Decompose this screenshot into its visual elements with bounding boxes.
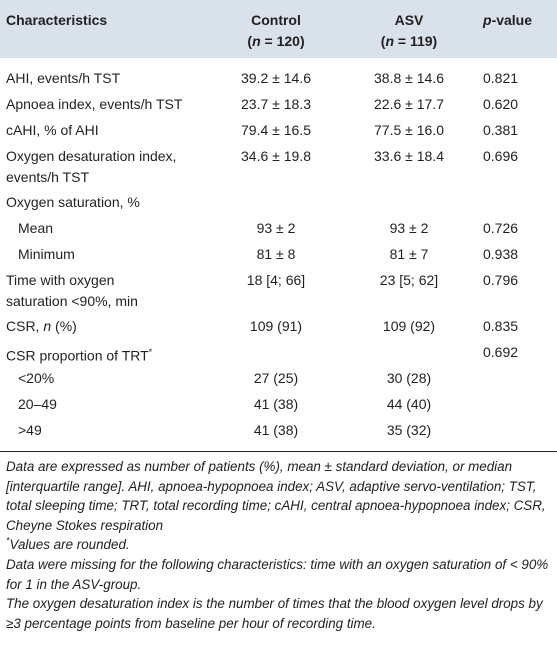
row-label: Time with oxygen saturation <90%, min [6,272,138,309]
cell-asv: 35 (32) [339,420,479,452]
table-row: AHI, events/h TST 39.2 ± 14.6 38.8 ± 14.… [0,58,557,94]
table-row: CSR, n (%) 109 (91) 109 (92) 0.835 [0,316,557,342]
cell-pvalue: 0.692 [483,344,519,360]
row-label: Oxygen saturation, % [6,194,140,210]
row-label: <20% [18,370,55,386]
table-row: 20–49 41 (38) 44 (40) [0,394,557,420]
cell-control: 27 (25) [253,370,299,386]
cell-asv: 38.8 ± 14.6 [374,70,444,86]
cell-pvalue [479,420,557,452]
cell-asv: 93 ± 2 [389,220,429,236]
footnote-mark: * [148,347,153,357]
cell-pvalue: 0.620 [483,96,519,112]
row-label: cAHI, % of AHI [6,122,99,138]
header-characteristics: Characteristics [6,12,108,28]
cell-asv [339,342,479,368]
cell-control: 41 (38) [253,396,299,412]
cell-asv: 23 [5; 62] [379,272,439,288]
table-row: Apnoea index, events/h TST 23.7 ± 18.3 2… [0,94,557,120]
row-label: Apnoea index, events/h TST [6,96,183,112]
cell-pvalue: 0.726 [483,220,519,236]
cell-control: 93 ± 2 [256,220,296,236]
header-asv: ASV (n = 119) [339,0,479,58]
cell-control: 34.6 ± 19.8 [241,148,311,164]
footnote-odi: The oxygen desaturation index is the num… [6,596,543,631]
cell-asv: 81 ± 7 [389,246,429,262]
table-row: Mean 93 ± 2 93 ± 2 0.726 [0,218,557,244]
table-row: >49 41 (38) 35 (32) [0,420,557,452]
cell-control: 39.2 ± 14.6 [241,70,311,86]
table-row: Oxygen saturation, % [0,192,557,218]
cell-asv: 22.6 ± 17.7 [374,96,444,112]
cell-asv: 33.6 ± 18.4 [374,148,444,164]
table-row: cAHI, % of AHI 79.4 ± 16.5 77.5 ± 16.0 0… [0,120,557,146]
table-row: CSR proportion of TRT* 0.692 [0,342,557,368]
header-pvalue: p-value [483,12,533,28]
cell-pvalue: 0.796 [483,272,519,288]
footnote-missing: Data were missing for the following char… [6,556,549,592]
cell-pvalue: 0.381 [483,122,519,138]
footnote-rounded: *Values are rounded. [6,535,130,553]
cell-pvalue [479,394,557,420]
row-label: Oxygen desaturation index, events/h TST [6,148,177,185]
cell-pvalue: 0.821 [483,70,519,86]
cell-pvalue: 0.835 [483,318,519,334]
table-row: Time with oxygen saturation <90%, min 18 … [0,270,557,316]
cell-pvalue: 0.938 [483,246,519,262]
cell-control: 41 (38) [213,420,339,452]
cell-asv [339,192,479,218]
cell-control: 79.4 ± 16.5 [241,122,311,138]
cell-control [213,192,339,218]
table-header: Characteristics Control (n = 120) ASV (n… [0,0,557,58]
header-control: Control (n = 120) [213,0,339,58]
footnote-abbreviations: Data are expressed as number of patients… [6,459,546,533]
cell-control: 18 [4; 66] [246,272,306,288]
row-label: 20–49 [18,396,57,412]
table-body: AHI, events/h TST 39.2 ± 14.6 38.8 ± 14.… [0,58,557,452]
cell-asv: 77.5 ± 16.0 [374,122,444,138]
row-label: Mean [18,220,54,236]
header-control-n: (n = 120) [247,33,305,49]
row-label: >49 [0,420,213,452]
cell-control: 81 ± 8 [256,246,296,262]
characteristics-table: Characteristics Control (n = 120) ASV (n… [0,0,557,452]
table-row: Minimum 81 ± 8 81 ± 7 0.938 [0,244,557,270]
cell-asv: 109 (92) [382,318,436,334]
row-label: Minimum [18,246,75,262]
cell-pvalue [479,192,557,218]
cell-control [213,342,339,368]
table-row: <20% 27 (25) 30 (28) [0,368,557,394]
row-label: CSR proportion of TRT* [6,347,153,364]
cell-asv: 44 (40) [386,396,432,412]
cell-asv: 30 (28) [386,370,432,386]
cell-control: 23.7 ± 18.3 [241,96,311,112]
cell-pvalue: 0.696 [483,148,519,164]
row-label: CSR, n (%) [6,318,77,334]
cell-pvalue [479,368,557,394]
table-footnotes: Data are expressed as number of patients… [0,452,557,633]
row-label: AHI, events/h TST [6,70,121,86]
header-asv-n: (n = 119) [380,33,438,49]
cell-control: 109 (91) [249,318,303,334]
table-row: Oxygen desaturation index, events/h TST 3… [0,146,557,192]
